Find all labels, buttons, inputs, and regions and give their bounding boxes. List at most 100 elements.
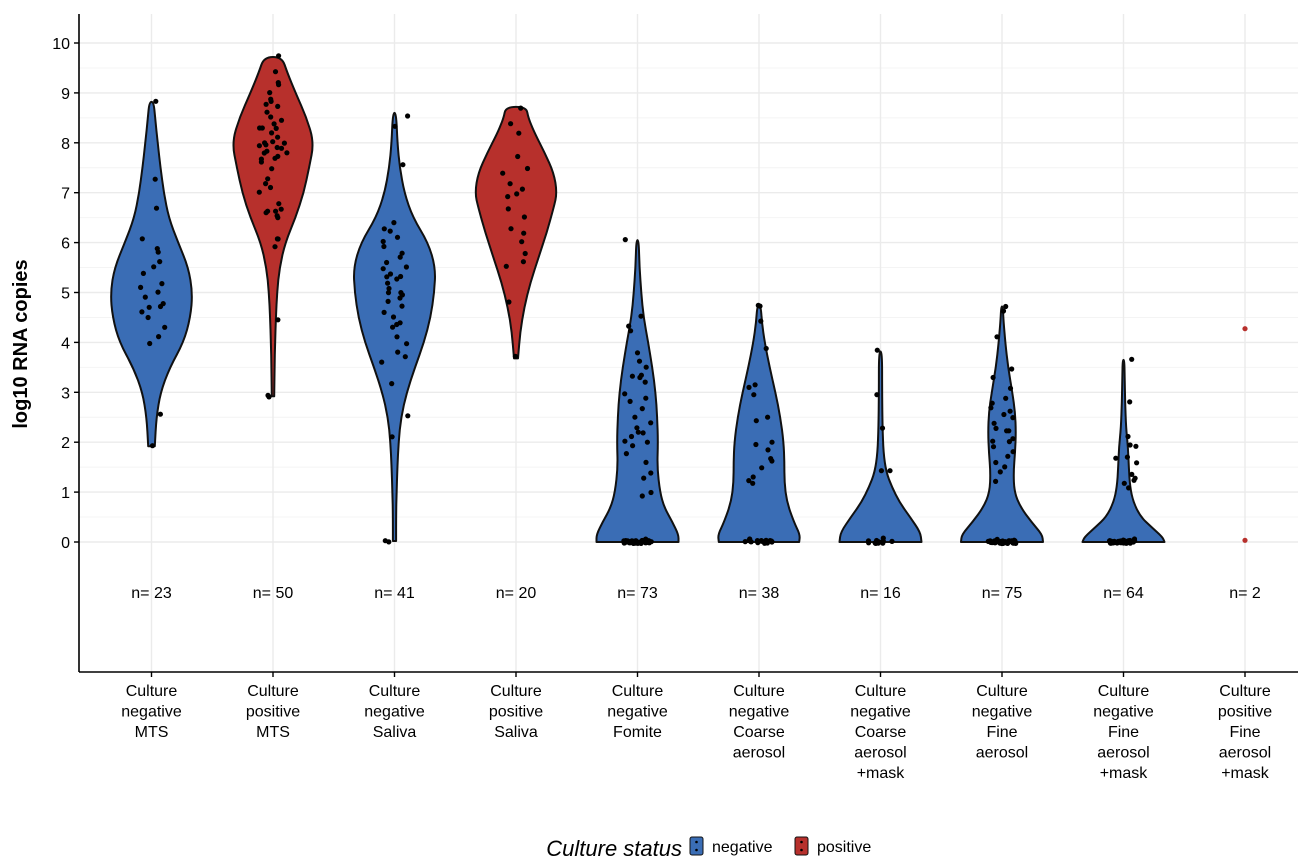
- data-point: [146, 304, 152, 310]
- data-point: [394, 234, 401, 240]
- data-point: [275, 236, 281, 242]
- data-point: [880, 538, 886, 544]
- data-point: [750, 474, 756, 480]
- y-tick-label: 4: [61, 335, 70, 352]
- data-point: [265, 176, 271, 182]
- n-label: n= 16: [860, 585, 901, 602]
- data-point: [1242, 326, 1248, 332]
- y-tick-label: 0: [61, 535, 70, 552]
- data-point: [270, 139, 276, 145]
- data-point: [622, 391, 628, 397]
- data-point: [994, 334, 1000, 340]
- data-point: [151, 264, 157, 270]
- violin-7: [838, 350, 923, 543]
- data-point: [142, 294, 148, 300]
- data-point: [1006, 428, 1012, 434]
- data-point: [272, 244, 278, 250]
- data-point: [263, 142, 269, 148]
- data-point: [990, 438, 996, 444]
- legend-key-dot: [695, 840, 698, 844]
- data-point: [400, 162, 406, 168]
- data-point: [139, 236, 145, 242]
- data-point: [993, 459, 999, 466]
- data-point: [263, 101, 269, 107]
- x-ticks: Culture negative MTS Culture positive MTS Cult…: [121, 672, 1272, 782]
- x-tick-label: Culture negative Saliva: [364, 683, 425, 741]
- data-point: [634, 350, 641, 356]
- data-point: [997, 469, 1003, 475]
- legend: Culture status negative positive: [546, 836, 871, 859]
- data-point: [278, 206, 284, 212]
- violin-6: [717, 304, 801, 543]
- data-point: [385, 280, 391, 286]
- data-point: [395, 349, 401, 355]
- data-point: [275, 103, 281, 109]
- data-point: [162, 324, 168, 330]
- data-point: [521, 230, 527, 236]
- data-point: [1127, 442, 1133, 448]
- data-point: [622, 438, 628, 444]
- y-axis-title: log10 RNA copies: [10, 259, 32, 428]
- data-point: [402, 354, 408, 360]
- legend-key-negative: [689, 836, 704, 856]
- data-point: [988, 405, 994, 411]
- data-point: [1130, 539, 1136, 545]
- data-point: [519, 186, 526, 192]
- data-point: [1126, 538, 1132, 544]
- legend-key-dot: [800, 848, 803, 852]
- data-point: [264, 109, 270, 115]
- n-label: n= 73: [617, 585, 658, 602]
- data-point: [750, 480, 756, 486]
- data-point: [1126, 485, 1132, 491]
- data-point: [1003, 395, 1009, 401]
- data-point: [765, 447, 771, 453]
- data-point: [644, 439, 651, 445]
- violin-2: [232, 56, 314, 398]
- data-point: [642, 379, 648, 385]
- data-point: [398, 273, 404, 280]
- data-point: [147, 340, 153, 347]
- data-point: [1127, 399, 1133, 405]
- legend-key-positive: [794, 836, 809, 856]
- data-point: [1124, 454, 1130, 460]
- data-point: [269, 130, 275, 136]
- x-tick-label: Culture negative Fine aerosol +mask: [1093, 683, 1154, 782]
- data-point: [275, 215, 281, 221]
- data-point: [508, 121, 514, 127]
- data-point: [874, 392, 880, 398]
- data-point: [987, 538, 993, 544]
- data-point: [634, 539, 640, 545]
- legend-label-positive: positive: [817, 839, 871, 856]
- data-point: [876, 539, 882, 545]
- x-tick-label: Culture negative Coarse aerosol +mask: [850, 683, 911, 782]
- data-point: [267, 184, 274, 191]
- data-point: [405, 113, 411, 119]
- data-point: [386, 539, 392, 545]
- data-point: [763, 345, 769, 352]
- data-point: [269, 166, 275, 172]
- n-label: n= 64: [1103, 585, 1144, 602]
- data-point: [520, 259, 527, 265]
- data-point: [394, 276, 400, 282]
- data-point: [140, 270, 146, 276]
- data-point: [505, 206, 511, 212]
- data-point: [1000, 308, 1007, 314]
- data-point: [521, 214, 528, 220]
- data-point: [758, 318, 764, 324]
- data-point: [389, 381, 395, 387]
- x-tick-label: Culture positive Saliva: [489, 683, 543, 741]
- data-point: [753, 418, 759, 424]
- data-point: [629, 373, 636, 379]
- data-point: [1125, 433, 1131, 440]
- y-tick-label: 3: [61, 385, 70, 402]
- data-point: [874, 347, 880, 353]
- data-point: [268, 98, 274, 104]
- data-point: [155, 249, 161, 255]
- data-point: [1134, 460, 1140, 466]
- data-point: [1000, 540, 1006, 547]
- data-point: [505, 194, 511, 200]
- data-point: [622, 538, 628, 544]
- data-point: [281, 140, 287, 146]
- y-tick-label: 7: [61, 186, 70, 203]
- x-tick-label: Culture negative Fomite: [607, 683, 668, 741]
